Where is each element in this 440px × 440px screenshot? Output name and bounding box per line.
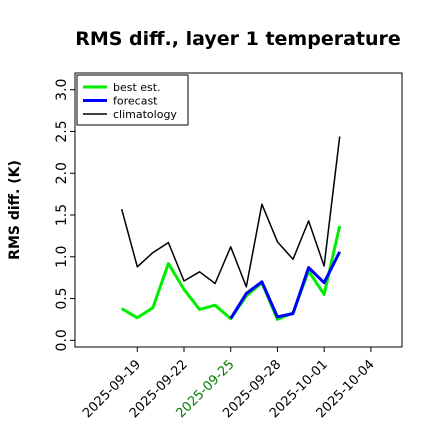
- y-axis-label: RMS diff. (K): [7, 160, 23, 260]
- chart-title: RMS diff., layer 1 temperature: [75, 28, 401, 50]
- legend-label: climatology: [113, 108, 177, 121]
- legend-label: best est.: [113, 81, 161, 94]
- y-tick-label: 1.5: [54, 204, 70, 226]
- y-tick-label: 3.0: [54, 79, 70, 101]
- y-tick-label: 2.5: [54, 120, 70, 142]
- y-tick-label: 2.0: [54, 162, 70, 184]
- series-line-climatology: [120, 136, 341, 288]
- plot-frame: [74, 72, 403, 348]
- series-line-forecast: [229, 251, 342, 320]
- legend-label: forecast: [113, 95, 158, 108]
- plot-area: 0.00.51.01.52.02.53.02025-09-192025-09-2…: [54, 72, 403, 421]
- y-tick-label: 0.5: [54, 287, 70, 309]
- y-tick-label: 1.0: [54, 246, 70, 268]
- y-tick-label: 0.0: [54, 329, 70, 351]
